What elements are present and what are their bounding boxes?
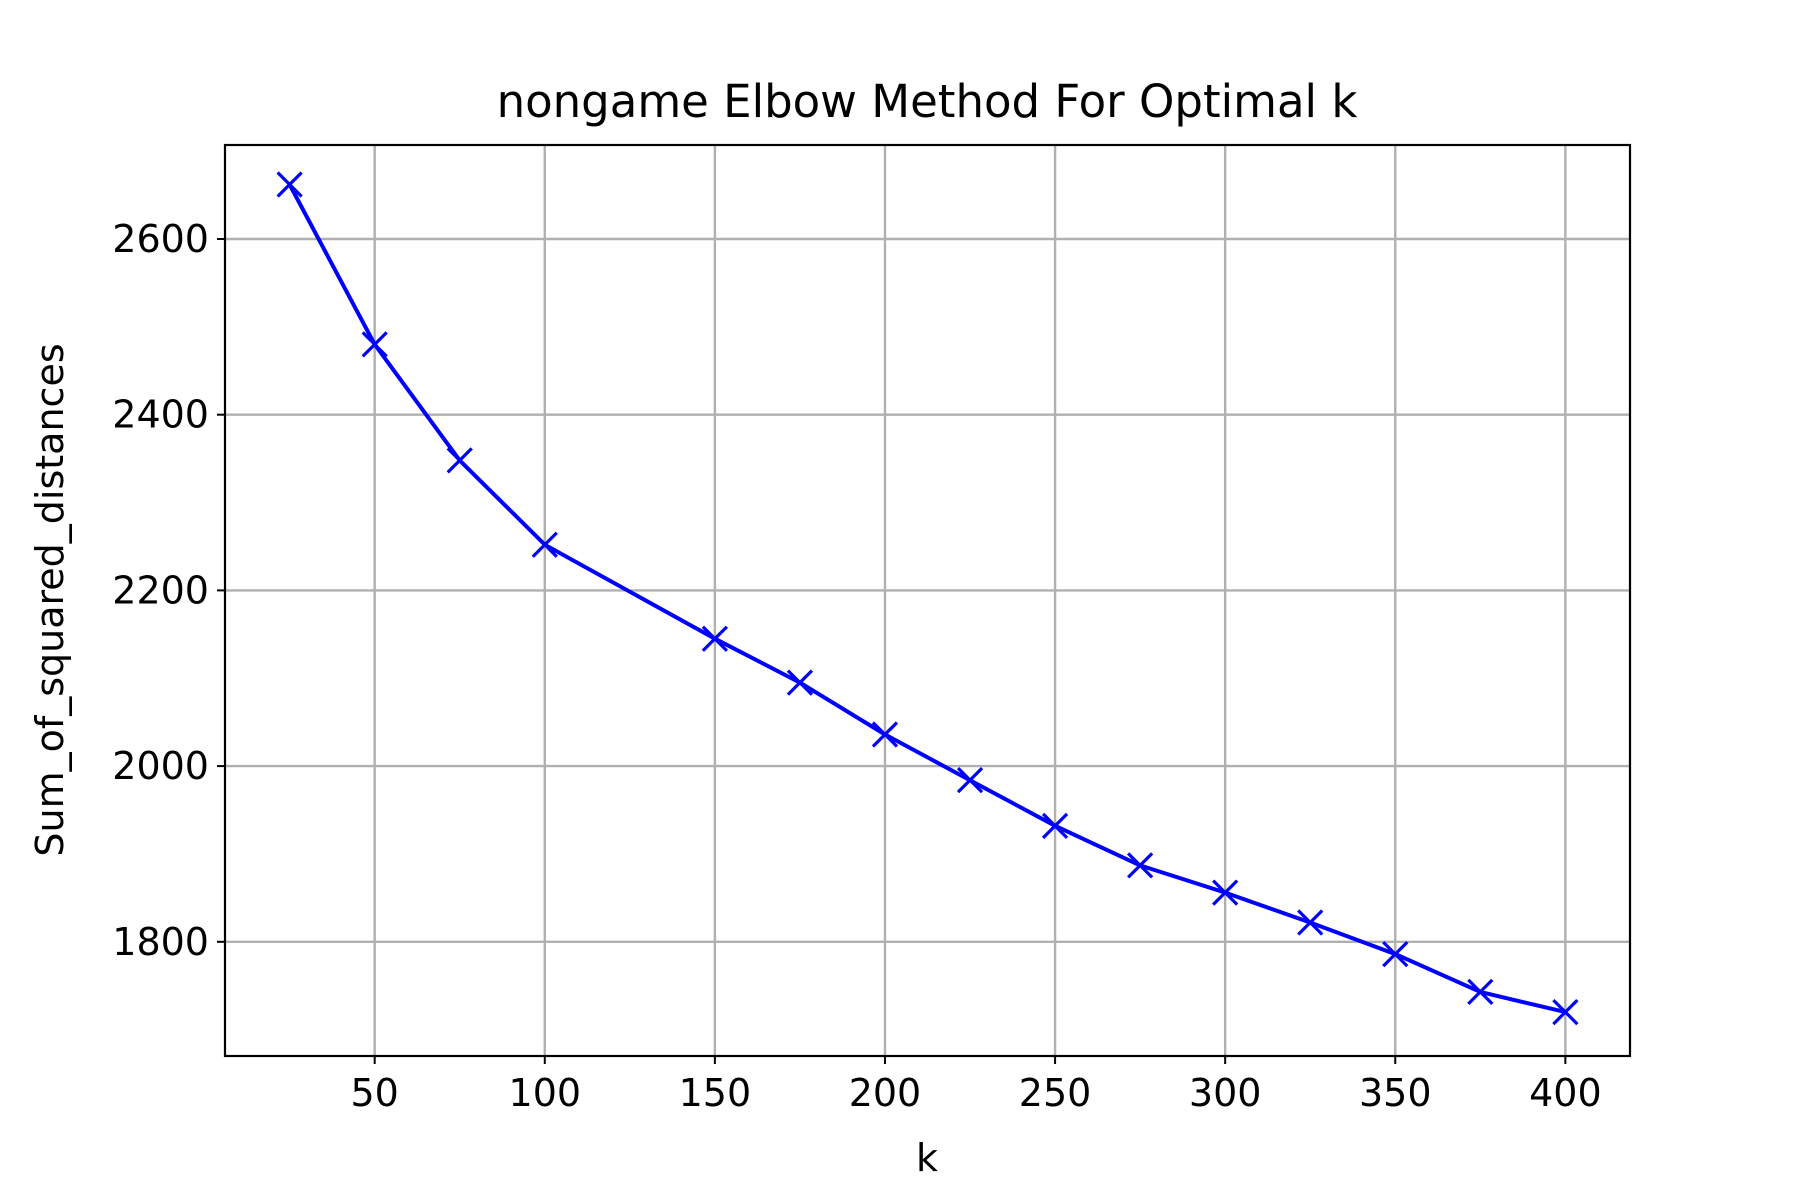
x-tick-label: 50 <box>351 1071 399 1115</box>
x-tick-label: 100 <box>509 1071 582 1115</box>
y-tick-label: 2600 <box>112 217 209 261</box>
data-point-marker <box>1212 879 1239 906</box>
data-point-marker <box>446 447 473 474</box>
y-tick-label: 2400 <box>112 393 209 437</box>
data-point-marker <box>276 171 303 198</box>
y-axis-label: Sum_of_squared_distances <box>28 343 72 856</box>
data-point-marker <box>1467 978 1494 1006</box>
x-tick-label: 250 <box>1019 1071 1092 1115</box>
data-point-marker <box>871 721 899 748</box>
data-point-marker <box>786 669 814 696</box>
y-tick-label: 2000 <box>112 744 209 788</box>
grid-lines <box>225 145 1630 1056</box>
data-point-marker <box>361 331 388 358</box>
x-tick-label: 300 <box>1189 1071 1262 1115</box>
data-point-marker <box>701 625 729 652</box>
y-tick-label: 2200 <box>112 568 209 612</box>
data-point-marker <box>1126 852 1154 879</box>
data-point-marker <box>1552 998 1579 1026</box>
data-point-marker <box>531 531 558 558</box>
axis-ticks: 50 100 150 200 250 300 350 400 1800 2000 2200 2400 2… <box>112 217 1601 1115</box>
data-point-marker <box>956 767 984 794</box>
x-tick-label: 200 <box>849 1071 922 1115</box>
series-layer <box>276 171 1579 1026</box>
x-axis-label: k <box>916 1136 938 1180</box>
data-point-marker <box>1382 940 1409 968</box>
y-tick-label: 1800 <box>112 920 209 964</box>
x-tick-label: 350 <box>1359 1071 1432 1115</box>
x-tick-label: 400 <box>1529 1071 1602 1115</box>
data-point-marker <box>1297 909 1324 936</box>
data-point-marker <box>1041 812 1069 839</box>
plot-frame <box>223 143 1632 1058</box>
chart-title: nongame Elbow Method For Optimal k <box>497 75 1358 128</box>
x-tick-label: 150 <box>679 1071 752 1115</box>
